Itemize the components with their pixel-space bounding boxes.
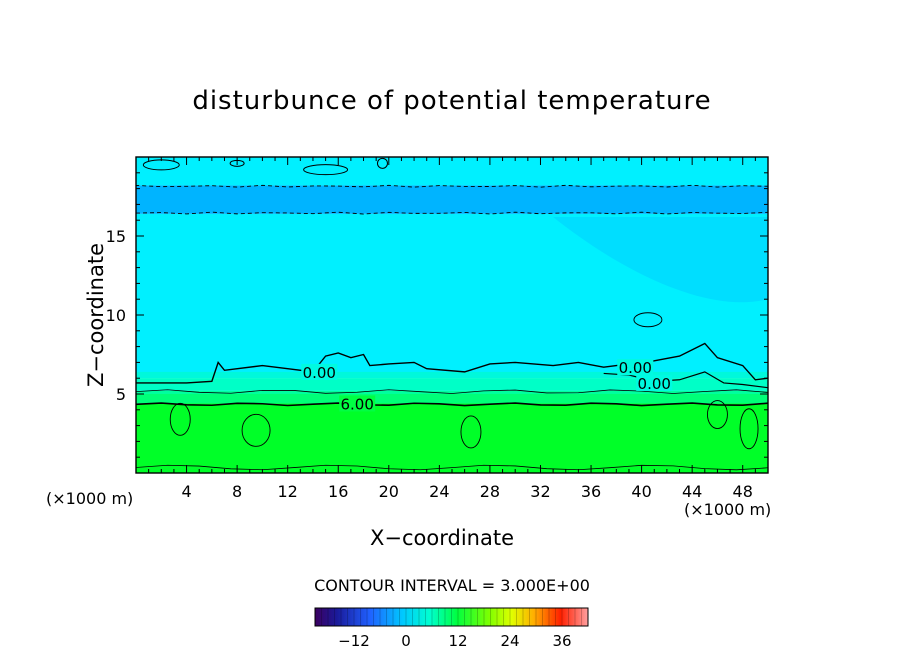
- contour-label-1: 0.00: [303, 364, 336, 382]
- x-tick-label: 32: [530, 482, 550, 501]
- contour-blob-4: [633, 312, 663, 328]
- contour-blob-2: [706, 400, 728, 429]
- contour-0-right: [603, 371, 769, 389]
- contour-labels: 6.000.00 0.000.00: [301, 359, 673, 413]
- x-axis-label: X−coordinate: [370, 526, 514, 550]
- y-tick-label: 5: [116, 385, 126, 404]
- colorbar-tick-label: 0: [401, 632, 411, 650]
- colorbar: −12 0 12 24 36: [314, 607, 589, 650]
- field-transition-band: [136, 371, 768, 394]
- z-unit-label: (×1000 m): [46, 489, 134, 508]
- contour-label-bg-2: [617, 359, 654, 376]
- x-tick-label: 44: [682, 482, 702, 501]
- contour-interval-label: CONTOUR INTERVAL = 3.000E+00: [314, 576, 590, 595]
- contour-lines: [135, 157, 769, 471]
- field-patch-upper-right: [553, 217, 768, 303]
- y-axis-label: Z−coordinate: [84, 243, 108, 387]
- y-tick-label: 10: [106, 306, 126, 325]
- x-tick-label: 24: [429, 482, 449, 501]
- y-tick-label: 15: [106, 227, 126, 246]
- contour-3: [135, 389, 769, 394]
- contour-6: [135, 402, 769, 407]
- x-tick-label: 20: [379, 482, 399, 501]
- contour-blob-3: [169, 402, 191, 436]
- contour-neg3-1: [135, 184, 769, 188]
- x-tick-label: 48: [733, 482, 753, 501]
- contour-0: [136, 342, 769, 384]
- contour-top-2: [376, 157, 388, 169]
- x-axis: 4 8 12 16 20 24 28 32 36 40 44 48: [148, 157, 756, 501]
- chart-title: disturbunce of potential temperature: [192, 86, 712, 116]
- x-tick-label: 12: [278, 482, 298, 501]
- x-tick-label: 28: [480, 482, 500, 501]
- contour-label-3: 0.00: [638, 375, 671, 393]
- x-tick-label: 40: [631, 482, 651, 501]
- x-tick-label: 8: [232, 482, 242, 501]
- contour-label-bg-3: [636, 374, 673, 391]
- x-unit-label: (×1000 m): [684, 500, 772, 519]
- x-tick-label: 16: [328, 482, 348, 501]
- contour-blob-5: [739, 408, 759, 450]
- x-tick-label: 36: [581, 482, 601, 501]
- field-band-5: [136, 157, 768, 186]
- field-band-4: [136, 185, 768, 214]
- colorbar-tick-label: 12: [448, 632, 467, 650]
- heatmap-field: [136, 157, 768, 473]
- contour-label-2: 0.00: [619, 359, 652, 377]
- contour-bottom: [135, 464, 769, 471]
- contour-blob-0: [241, 413, 271, 447]
- contour-label-bg-0: [339, 395, 376, 412]
- contour-blob-1: [460, 415, 482, 449]
- colorbar-tick-label: −12: [338, 632, 370, 650]
- contour-neg3-0: [135, 211, 769, 215]
- colorbar-tick-label: 24: [500, 632, 519, 650]
- field-band-0: [136, 403, 768, 473]
- contour-top-1: [303, 164, 349, 176]
- x-tick-label: 4: [181, 482, 191, 501]
- y-axis: 5 10 15: [106, 172, 768, 458]
- contour-label-0: 6.00: [340, 395, 373, 413]
- contour-label-bg-1: [301, 363, 338, 380]
- colorbar-tick-label: 36: [552, 632, 571, 650]
